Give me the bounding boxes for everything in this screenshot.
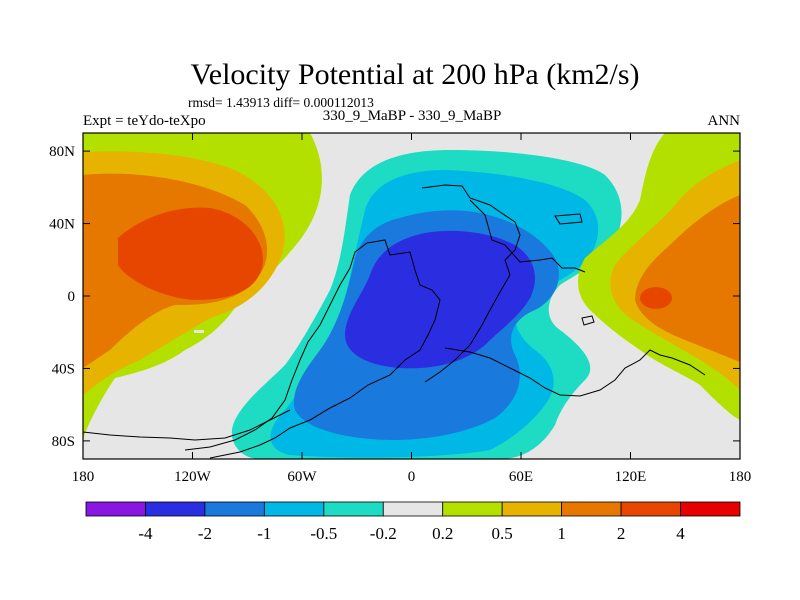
region-east-1-2 <box>635 195 740 362</box>
x-tick-label: 180 <box>729 469 752 485</box>
colorbar-label: -0.2 <box>370 524 397 543</box>
coastline-east-continent <box>469 199 586 273</box>
x-axis: 180 120W 60W 0 60E 120E 180 <box>72 133 752 485</box>
coastline-north-landmass <box>421 184 521 383</box>
colorbar-swatch <box>382 501 444 517</box>
colorbar-label: 4 <box>676 524 685 543</box>
colorbar-swatch <box>501 501 563 517</box>
coastline-west-continent <box>209 239 441 459</box>
coastline-far-south <box>83 409 291 441</box>
x-tick-label: 0 <box>408 469 416 485</box>
colorbar-swatch <box>680 501 741 517</box>
x-tick-label: 120W <box>174 469 212 485</box>
coastline-small-island <box>554 213 583 225</box>
colorbar-swatch <box>85 501 146 517</box>
x-tick-label: 120E <box>615 469 647 485</box>
colorbar-label: -1 <box>257 524 271 543</box>
colorbar-label: -4 <box>138 524 153 543</box>
colorbar-label: 1 <box>557 524 566 543</box>
colorbar-label: -0.5 <box>310 524 337 543</box>
colorbar-label: 2 <box>617 524 626 543</box>
colorbar-label: 0.2 <box>432 524 453 543</box>
stats-label: rmsd= 1.43913 diff= 0.000112013 <box>188 95 374 110</box>
colorbar-swatch <box>442 501 503 517</box>
colorbar-label: 0.5 <box>492 524 513 543</box>
coastline-southern-ridge <box>444 347 706 397</box>
x-tick-label: 60W <box>287 469 317 485</box>
colorbar-swatch <box>620 501 681 517</box>
experiment-label: Expt = teYdo-teXpo <box>83 113 206 129</box>
colorbar-label: -2 <box>198 524 212 543</box>
region-east-2-4 <box>640 287 672 309</box>
region-west-artifact <box>194 330 204 333</box>
y-tick-label: 40N <box>49 217 75 233</box>
coastline-west-continent-2 <box>184 242 368 451</box>
y-tick-label: 80N <box>49 144 75 160</box>
colorbar-swatch <box>145 501 206 517</box>
y-tick-label: 80S <box>52 434 75 450</box>
season-label: ANN <box>708 113 741 129</box>
x-tick-label: 180 <box>72 469 95 485</box>
colorbar-swatch <box>561 501 622 517</box>
map-fill <box>83 133 740 459</box>
colorbar-swatch <box>263 501 325 517</box>
colorbar: -4 -2 -1 -0.5 -0.2 0.2 0.5 1 2 4 <box>85 501 741 543</box>
colorbar-swatch <box>204 501 265 517</box>
y-tick-label: 40S <box>52 361 75 377</box>
region-west-2-4 <box>118 207 263 300</box>
coastline-east-island <box>581 315 595 326</box>
chart-title: Velocity Potential at 200 hPa (km2/s) <box>190 58 639 91</box>
coastlines <box>83 184 706 459</box>
case-label: 330_9_MaBP - 330_9_MaBP <box>323 108 502 124</box>
colorbar-swatch <box>323 501 384 517</box>
y-axis: 80N 40N 0 40S 80S <box>49 144 740 450</box>
x-tick-label: 60E <box>509 469 533 485</box>
y-tick-label: 0 <box>68 289 76 305</box>
